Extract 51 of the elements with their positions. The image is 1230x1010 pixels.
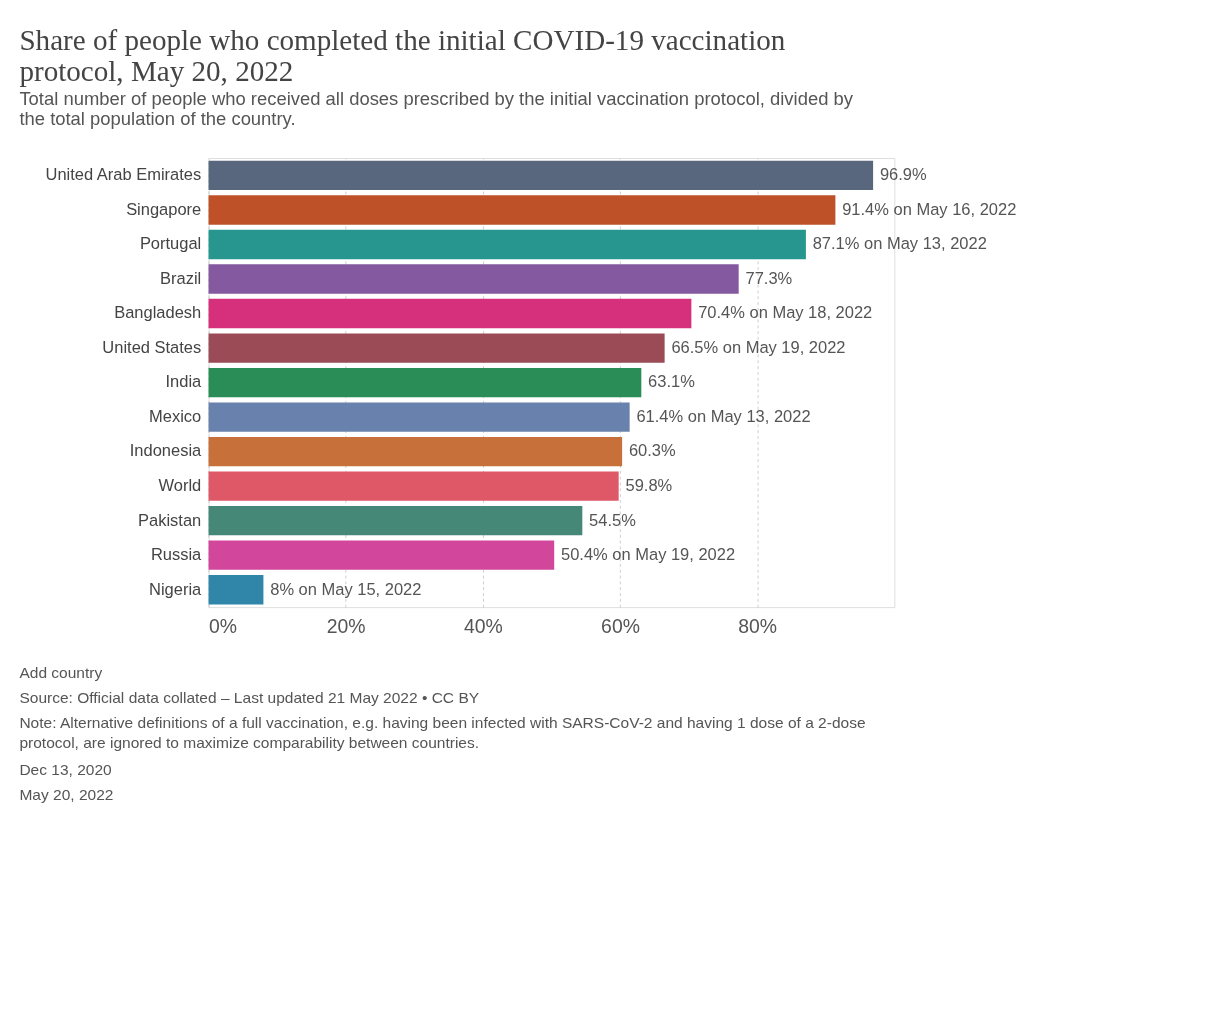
y-tick-label: Brazil: [160, 268, 202, 287]
y-tick-label: Bangladesh: [114, 303, 202, 322]
bar: [208, 160, 874, 191]
data-label: 60.3%: [628, 441, 676, 460]
bar: [208, 505, 583, 536]
y-tick-label: Russia: [150, 545, 203, 564]
data-label: 77.3%: [745, 268, 793, 287]
bar: [208, 298, 692, 329]
text: Note: Alternative definitions of a full vaccination, e.g. having been infected with SARS-CoV-2 and having 1 dose of a 2-dose protocol, are ignored to maximize comparability between countries.: [19, 714, 866, 751]
x-tick-label: 40%: [463, 614, 503, 637]
bar: [208, 436, 623, 467]
bar: [208, 229, 806, 260]
bar: [208, 264, 739, 294]
y-tick-label: World: [158, 475, 202, 494]
data-label: 87.1% on May 13, 2022: [812, 234, 987, 253]
text: May 20, 2022: [19, 786, 114, 804]
data-label: 91.4% on May 16, 2022: [842, 199, 1017, 218]
source-note: Source: Official data collated – Last updated 21 May 2022 • CC BY: [19, 689, 480, 707]
data-label: 8% on May 15, 2022: [270, 579, 422, 598]
data-label: 63.1%: [648, 372, 696, 391]
y-tick-label: India: [165, 372, 203, 391]
bar: [208, 575, 264, 605]
data-label: 61.4% on May 13, 2022: [636, 406, 811, 425]
data-label: 66.5% on May 19, 2022: [671, 337, 846, 356]
y-tick-label: Pakistan: [138, 510, 202, 529]
y-tick-label: United Arab Emirates: [45, 165, 202, 184]
y-tick-label: United States: [102, 337, 202, 356]
y-tick-label: Nigeria: [149, 579, 203, 598]
y-tick-label: Singapore: [126, 199, 202, 218]
bar: [208, 402, 630, 432]
bar: [208, 333, 665, 363]
x-tick-label: 80%: [738, 614, 778, 637]
bar: [208, 540, 555, 570]
x-tick-label: 20%: [326, 614, 366, 637]
y-tick-label: Portugal: [139, 234, 202, 253]
data-label: 50.4% on May 19, 2022: [561, 545, 736, 564]
text: Add country: [19, 663, 103, 681]
bar: [208, 367, 642, 398]
x-tick-label: 60%: [601, 614, 640, 637]
chart-subtitle: Total number of people who received all doses prescribed by the initial vaccination protocol, divided by the total population of the country.: [19, 87, 854, 130]
data-label: 59.8%: [625, 475, 673, 494]
bar: [208, 195, 836, 225]
data-label: 96.9%: [879, 165, 927, 184]
data-label: 54.5%: [589, 510, 637, 529]
text: Dec 13, 2020: [19, 760, 113, 778]
bar: [208, 471, 619, 501]
x-tick-label: 0%: [209, 614, 238, 637]
data-label: 70.4% on May 18, 2022: [698, 303, 873, 322]
y-tick-label: Mexico: [149, 406, 202, 425]
chart-title: Share of people who completed the initial COVID-19 vaccination protocol, May 20, 2022: [19, 24, 786, 88]
y-tick-label: Indonesia: [129, 441, 203, 460]
